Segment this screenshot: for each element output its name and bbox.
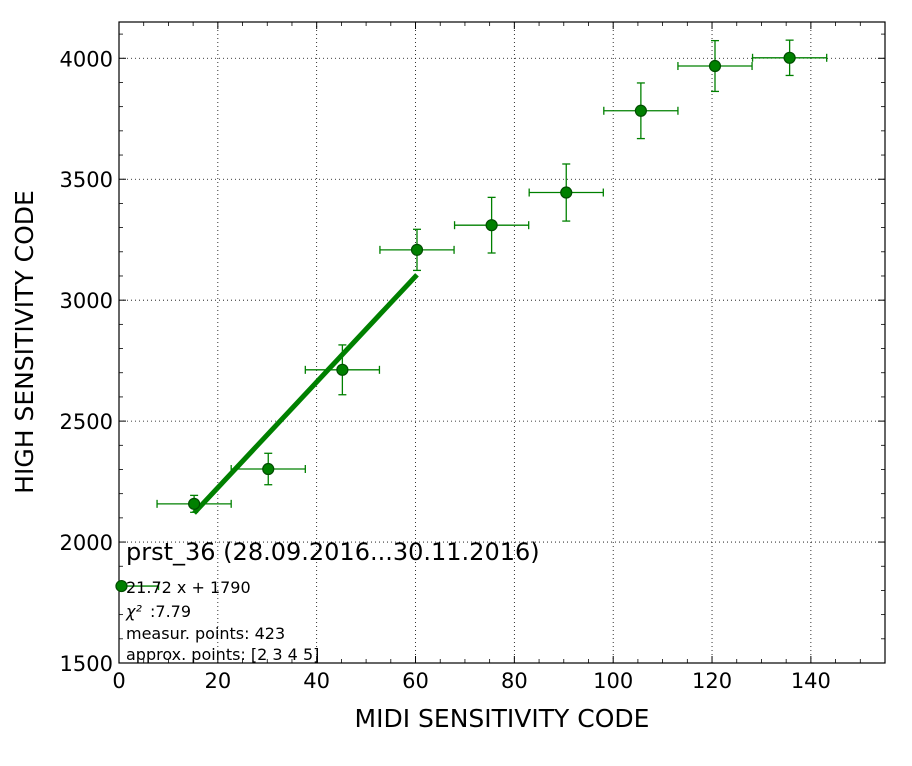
info-box: prst_36 (28.09.2016...30.11.2016) 21.72 … — [115, 538, 540, 664]
legend-point-marker — [115, 579, 128, 593]
measur-points: measur. points: 423 — [126, 624, 285, 643]
x-tick-label: 0 — [112, 669, 125, 693]
chi-square-value: :7.79 — [150, 602, 191, 621]
info-title: prst_36 (28.09.2016...30.11.2016) — [126, 538, 540, 566]
y-tick-label: 2000 — [60, 531, 113, 555]
fit-equation: 21.72 x + 1790 — [126, 578, 251, 597]
chi-square-label: χ² — [125, 602, 142, 621]
data-point — [379, 228, 455, 272]
x-tick-labels: 0 20 40 60 80 100 120 140 — [112, 669, 831, 693]
y-tick-label: 3000 — [60, 289, 113, 313]
x-tick-label: 140 — [791, 669, 831, 693]
data-point — [156, 494, 232, 513]
point-marker — [485, 219, 498, 232]
x-tick-label: 40 — [303, 669, 330, 693]
y-axis-label: HIGH SENSITIVITY CODE — [10, 190, 39, 494]
point-marker — [336, 363, 349, 376]
legend-marker — [115, 579, 160, 593]
data-point — [453, 196, 530, 254]
y-tick-label: 1500 — [60, 652, 113, 676]
fit-line-group — [192, 273, 419, 515]
point-marker — [708, 59, 722, 73]
x-axis-label: MIDI SENSITIVITY CODE — [355, 704, 650, 733]
x-tick-label: 100 — [593, 669, 633, 693]
x-tick-label: 120 — [692, 669, 732, 693]
data-point — [304, 344, 381, 396]
y-tick-label: 2500 — [60, 410, 113, 434]
point-marker — [188, 497, 201, 510]
point-marker — [262, 462, 275, 476]
data-points — [156, 39, 828, 513]
point-marker — [634, 104, 647, 117]
grid-lines — [118, 22, 885, 664]
fit-line — [192, 273, 419, 515]
point-marker — [410, 243, 424, 256]
y-tick-label: 4000 — [60, 47, 113, 71]
point-marker — [783, 51, 796, 64]
plot-frame — [118, 21, 886, 664]
approx-points: approx. points: [2 3 4 5] — [126, 645, 319, 664]
x-tick-label: 20 — [204, 669, 231, 693]
y-tick-label: 3500 — [60, 168, 113, 192]
data-point — [677, 39, 753, 93]
point-marker — [560, 186, 573, 199]
axis-ticks — [118, 22, 886, 664]
data-point — [528, 163, 604, 222]
y-tick-labels: 1500 2000 2500 3000 3500 4000 — [60, 47, 113, 676]
data-point — [603, 82, 679, 140]
x-tick-label: 60 — [402, 669, 429, 693]
x-tick-label: 80 — [501, 669, 528, 693]
data-point — [751, 39, 828, 77]
data-point — [230, 452, 306, 486]
